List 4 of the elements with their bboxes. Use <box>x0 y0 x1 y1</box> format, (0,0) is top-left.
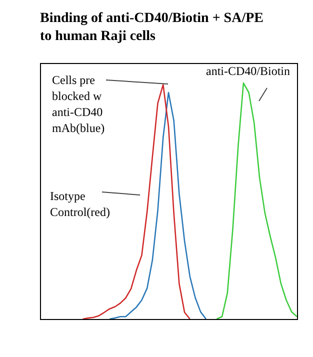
text: anti-CD40/Biotin <box>206 63 290 79</box>
annotation: Isotype Control(red) <box>50 188 110 220</box>
annotation: Cells pre blocked w anti-CD40 mAb(blue) <box>52 72 105 136</box>
chart-title: Binding of anti-CD40/Biotin + SA/PE to human Raji cells <box>40 10 264 46</box>
